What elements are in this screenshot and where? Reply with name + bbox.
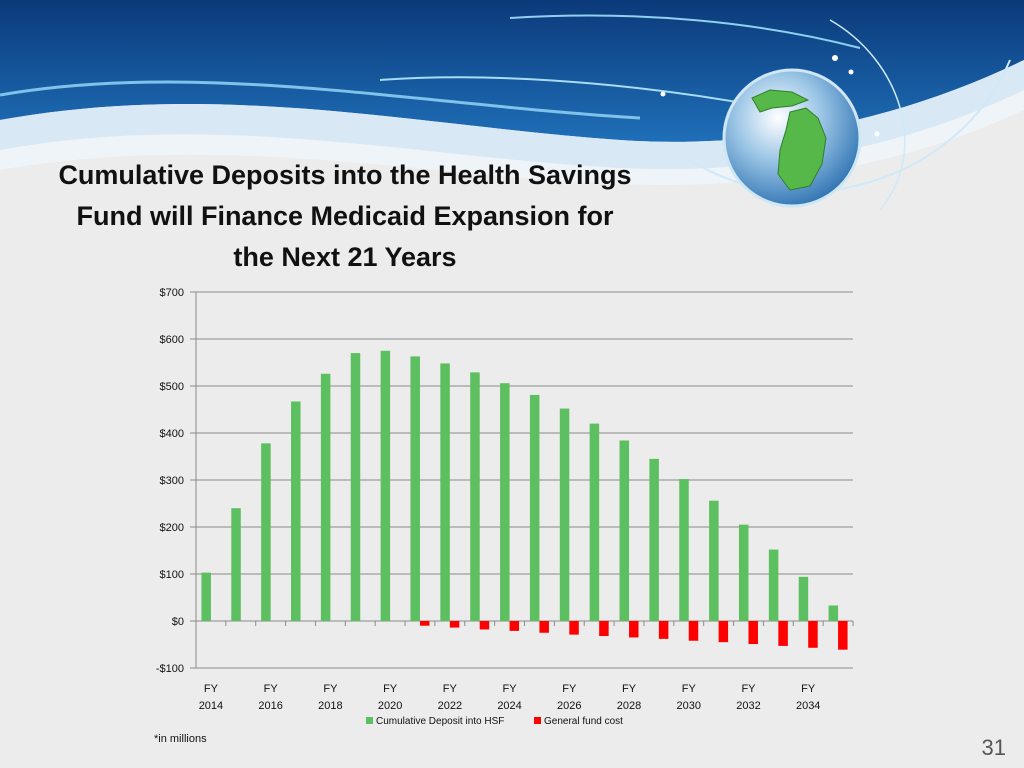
bar-general-fund-cost: [778, 621, 788, 646]
x-tick-label: 2014: [199, 700, 223, 712]
bar-cumulative-deposit: [649, 458, 659, 621]
bar-cumulative-deposit: [679, 479, 689, 621]
x-tick-label: FY: [801, 683, 816, 695]
bar-cumulative-deposit: [261, 443, 271, 621]
bar-general-fund-cost: [449, 621, 460, 628]
legend-label: General fund cost: [544, 716, 623, 727]
bar-general-fund-cost: [629, 621, 639, 638]
x-tick-label: FY: [264, 683, 279, 695]
x-tick-label: 2034: [796, 700, 820, 712]
bar-cumulative-deposit: [738, 524, 749, 621]
x-tick-label: FY: [682, 683, 697, 695]
bar-cumulative-deposit: [291, 401, 301, 621]
bar-general-fund-cost: [539, 621, 549, 633]
y-tick-label: $500: [160, 381, 184, 393]
bar-cumulative-deposit: [529, 394, 540, 621]
bar-cumulative-deposit: [828, 605, 839, 621]
bar-cumulative-deposit: [500, 383, 510, 621]
y-tick-label: $200: [160, 522, 184, 534]
x-tick-label: 2026: [557, 700, 581, 712]
bar-cumulative-deposit: [470, 372, 480, 621]
bar-general-fund-cost: [688, 621, 699, 641]
slide-title: Cumulative Deposits into the Health Savi…: [20, 155, 670, 278]
bar-cumulative-deposit: [380, 350, 391, 621]
bar-chart: -$100 $0 $100 $200 $300 $400 $500 $600 $700 FY 201…: [156, 287, 854, 727]
y-tick-label: $0: [172, 616, 184, 628]
bar-cumulative-deposit: [440, 363, 450, 621]
y-tick-label: $600: [160, 334, 184, 346]
y-tick-label: $100: [160, 569, 184, 581]
x-tick-label: FY: [204, 683, 219, 695]
bar-general-fund-cost: [599, 621, 609, 637]
x-tick-label: FY: [741, 683, 756, 695]
slide-title-line: Cumulative Deposits into the Health Savi…: [58, 160, 632, 190]
x-tick-label: FY: [323, 683, 338, 695]
x-tick-label: 2020: [378, 700, 402, 712]
bar-general-fund-cost: [509, 621, 520, 631]
bar-cumulative-deposit: [410, 356, 420, 621]
footnote: *in millions: [154, 733, 207, 745]
bar-general-fund-cost: [479, 621, 490, 630]
x-tick-label: FY: [443, 683, 458, 695]
bar-cumulative-deposit: [768, 549, 779, 621]
bar-cumulative-deposit: [589, 423, 600, 621]
bar-general-fund-cost: [748, 621, 758, 645]
bar-cumulative-deposit: [619, 440, 630, 621]
x-tick-label: 2016: [258, 700, 282, 712]
legend-swatch: [366, 717, 373, 724]
x-tick-label: FY: [503, 683, 518, 695]
header-banner: [0, 0, 1024, 211]
x-tick-label: FY: [383, 683, 398, 695]
legend-label: Cumulative Deposit into HSF: [376, 716, 504, 727]
bar-general-fund-cost: [569, 621, 579, 635]
y-tick-label: $400: [160, 428, 184, 440]
x-tick-label: 2032: [736, 700, 760, 712]
bar-cumulative-deposit: [798, 576, 809, 621]
legend-swatch: [534, 717, 541, 724]
chart-legend: Cumulative Deposit into HSF General fund …: [366, 716, 623, 727]
bar-cumulative-deposit: [350, 353, 361, 621]
bar-cumulative-deposit: [559, 408, 570, 621]
bar-general-fund-cost: [838, 621, 848, 650]
x-tick-label: FY: [622, 683, 637, 695]
y-tick-label: -$100: [156, 663, 184, 675]
bar-cumulative-deposit: [201, 572, 211, 621]
bar-cumulative-deposit: [709, 500, 719, 621]
page-number: 31: [981, 735, 1006, 760]
x-tick-label: 2024: [497, 700, 521, 712]
x-tick-label: 2022: [438, 700, 462, 712]
y-tick-label: $700: [160, 287, 184, 299]
bar-general-fund-cost: [658, 621, 669, 639]
bar-cumulative-deposit: [320, 373, 331, 621]
slide-title-line: Fund will Finance Medicaid Expansion for: [76, 201, 614, 231]
x-tick-label: 2030: [677, 700, 701, 712]
bar-general-fund-cost: [718, 621, 729, 643]
bar-cumulative-deposit: [231, 508, 241, 621]
x-tick-label: 2018: [318, 700, 342, 712]
slide-title-line: the Next 21 Years: [233, 242, 457, 272]
michigan-map-shape: [751, 89, 827, 191]
x-tick-label: 2028: [617, 700, 641, 712]
bar-general-fund-cost: [419, 621, 430, 626]
y-tick-label: $300: [160, 475, 184, 487]
x-tick-label: FY: [562, 683, 577, 695]
bar-general-fund-cost: [808, 621, 818, 648]
